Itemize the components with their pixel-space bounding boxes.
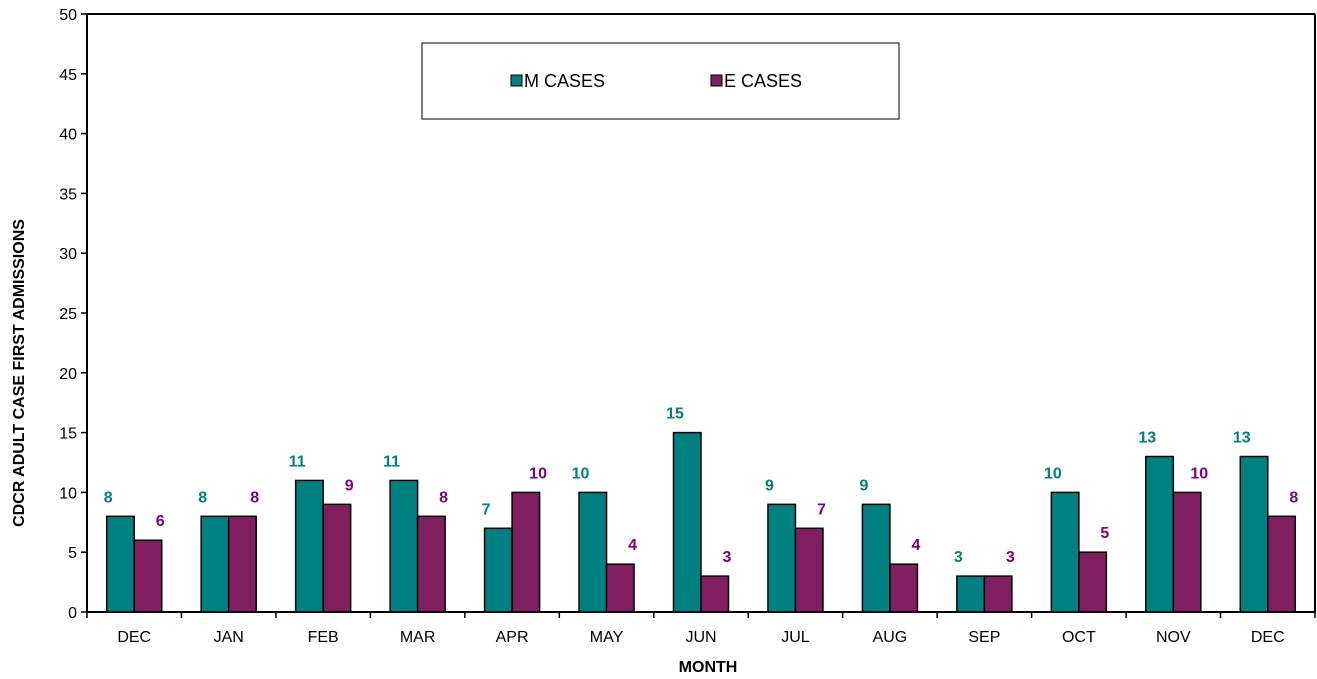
bar-m-cases [1239, 455, 1269, 613]
x-tick-label: AUG [873, 629, 908, 646]
bar-m-cases [105, 515, 135, 613]
x-tick-label: DEC [1251, 629, 1285, 646]
x-tick-label: FEB [308, 629, 339, 646]
data-label-m-cases: 3 [954, 549, 963, 566]
bar-m-cases [672, 431, 702, 613]
x-tick-label: SEP [968, 629, 1000, 646]
bar-m-cases [389, 479, 419, 613]
bar-e-cases [794, 527, 824, 613]
data-label-e-cases: 8 [1289, 489, 1298, 506]
bar-e-cases [322, 503, 352, 613]
data-label-e-cases: 3 [723, 549, 732, 566]
y-tick-label: 50 [59, 7, 77, 24]
legend-swatch-e-cases [710, 74, 723, 87]
bar-e-cases [511, 491, 541, 613]
bar-e-cases [983, 575, 1013, 613]
bar-m-cases [578, 491, 608, 613]
y-tick-label: 15 [59, 426, 77, 443]
x-tick-label: JUL [781, 629, 810, 646]
bar-m-cases [1145, 455, 1175, 613]
y-tick-label: 30 [59, 246, 77, 263]
data-label-e-cases: 4 [628, 537, 637, 554]
bar-m-cases [956, 575, 986, 613]
data-label-m-cases: 10 [1044, 465, 1062, 482]
y-tick-label: 10 [59, 485, 77, 502]
bar-e-cases [889, 563, 919, 613]
y-tick-label: 35 [59, 186, 77, 203]
legend-swatch-m-cases [510, 74, 523, 87]
bar-e-cases [605, 563, 635, 613]
bar-e-cases [133, 539, 163, 613]
data-label-e-cases: 7 [817, 501, 826, 518]
legend-label-e-cases: E CASES [724, 71, 802, 91]
data-label-m-cases: 11 [383, 453, 400, 470]
data-label-m-cases: 8 [104, 489, 113, 506]
bar-m-cases [483, 527, 513, 613]
data-label-e-cases: 9 [345, 477, 354, 494]
data-label-m-cases: 9 [859, 477, 868, 494]
bar-m-cases [294, 479, 324, 613]
x-tick-label: NOV [1156, 629, 1191, 646]
data-label-m-cases: 9 [765, 477, 774, 494]
data-label-m-cases: 13 [1233, 430, 1251, 447]
bar-m-cases [861, 503, 891, 613]
data-label-m-cases: 13 [1138, 430, 1156, 447]
bar-m-cases [767, 503, 797, 613]
data-label-e-cases: 5 [1100, 525, 1109, 542]
bar-m-cases [200, 515, 230, 613]
x-tick-label: OCT [1062, 629, 1096, 646]
data-label-e-cases: 8 [250, 489, 259, 506]
y-tick-label: 25 [59, 306, 77, 323]
data-label-m-cases: 8 [198, 489, 207, 506]
bar-e-cases [1172, 491, 1202, 613]
y-axis-title: CDCR ADULT CASE FIRST ADMISSIONS [11, 219, 28, 527]
y-tick-label: 40 [59, 127, 77, 144]
bar-m-cases [1050, 491, 1080, 613]
y-axis-title-group: CDCR ADULT CASE FIRST ADMISSIONS [11, 219, 28, 527]
data-label-e-cases: 4 [911, 537, 920, 554]
data-label-m-cases: 10 [572, 465, 590, 482]
x-axis-title: MONTH [679, 659, 738, 676]
legend-box [421, 42, 900, 120]
bar-e-cases [227, 515, 257, 613]
data-label-e-cases: 6 [156, 513, 165, 530]
data-label-e-cases: 3 [1006, 549, 1015, 566]
data-label-m-cases: 15 [666, 406, 684, 423]
y-tick-label: 20 [59, 366, 77, 383]
x-tick-label: DEC [117, 629, 151, 646]
x-tick-label: JUN [685, 629, 716, 646]
data-label-e-cases: 8 [439, 489, 448, 506]
legend: M CASES E CASES [421, 42, 900, 120]
data-label-e-cases: 10 [529, 465, 547, 482]
bar-e-cases [700, 575, 730, 613]
x-tick-label: APR [496, 629, 529, 646]
bar-e-cases [416, 515, 446, 613]
data-label-m-cases: 7 [482, 501, 491, 518]
bar-e-cases [1078, 551, 1108, 613]
data-label-m-cases: 11 [289, 453, 306, 470]
x-tick-label: MAY [590, 629, 624, 646]
x-tick-label: MAR [400, 629, 436, 646]
y-tick-label: 5 [68, 545, 77, 562]
y-tick-label: 0 [68, 605, 77, 622]
x-tick-label: JAN [214, 629, 244, 646]
data-label-e-cases: 10 [1190, 465, 1208, 482]
legend-label-m-cases: M CASES [524, 71, 605, 91]
y-tick-label: 45 [59, 67, 77, 84]
bar-e-cases [1267, 515, 1297, 613]
